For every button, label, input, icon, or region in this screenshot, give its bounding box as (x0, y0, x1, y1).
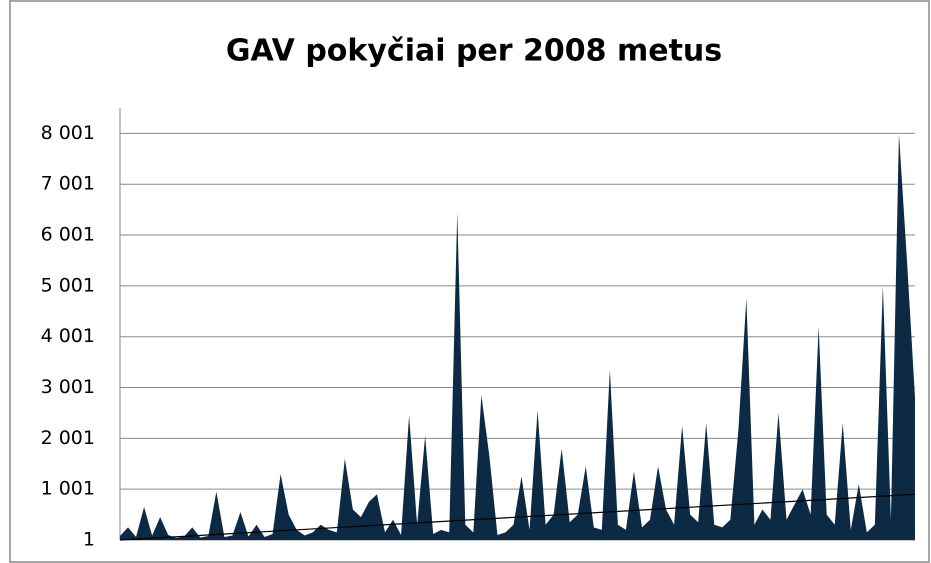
y-tick-label: 2 001 (41, 427, 95, 449)
chart-title: GAV pokyčiai per 2008 metus (226, 34, 722, 69)
y-tick-label: 7 001 (41, 173, 95, 195)
y-tick-label: 4 001 (41, 325, 95, 347)
y-tick-label: 1 (83, 529, 95, 551)
y-tick-label: 8 001 (41, 122, 95, 144)
y-tick-label: 5 001 (41, 274, 95, 296)
chart-frame (9, 0, 930, 563)
y-tick-label: 3 001 (41, 376, 95, 398)
y-tick-label: 1 001 (41, 478, 95, 500)
y-tick-label: 6 001 (41, 224, 95, 246)
trendline (119, 493, 916, 541)
